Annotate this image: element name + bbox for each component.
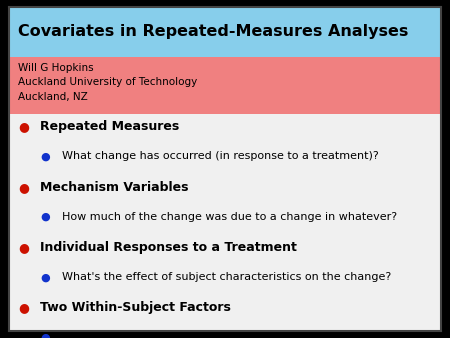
Text: Two Within-Subject Factors: Two Within-Subject Factors (40, 301, 231, 314)
Text: ●: ● (19, 181, 30, 194)
Text: ●: ● (19, 241, 30, 254)
Text: ●: ● (19, 120, 30, 133)
Text: What's the effect of the treatment on a pattern of responses in
sets of trials (: What's the effect of the treatment on a … (62, 333, 414, 338)
Text: Will G Hopkins
Auckland University of Technology
Auckland, NZ: Will G Hopkins Auckland University of Te… (18, 63, 197, 102)
Text: ●: ● (41, 272, 50, 282)
Text: What's the effect of subject characteristics on the change?: What's the effect of subject characteris… (62, 272, 391, 282)
Text: Mechanism Variables: Mechanism Variables (40, 181, 189, 194)
Text: Repeated Measures: Repeated Measures (40, 120, 180, 133)
Text: ●: ● (19, 301, 30, 314)
Text: ●: ● (41, 151, 50, 162)
Text: What change has occurred (in response to a treatment)?: What change has occurred (in response to… (62, 151, 378, 162)
Text: Covariates in Repeated-Measures Analyses: Covariates in Repeated-Measures Analyses (18, 24, 408, 40)
Text: ●: ● (41, 333, 50, 338)
Text: Individual Responses to a Treatment: Individual Responses to a Treatment (40, 241, 297, 254)
Bar (9, 57, 441, 114)
Bar (9, 7, 441, 57)
Text: ●: ● (41, 212, 50, 222)
Text: How much of the change was due to a change in whatever?: How much of the change was due to a chan… (62, 212, 397, 222)
